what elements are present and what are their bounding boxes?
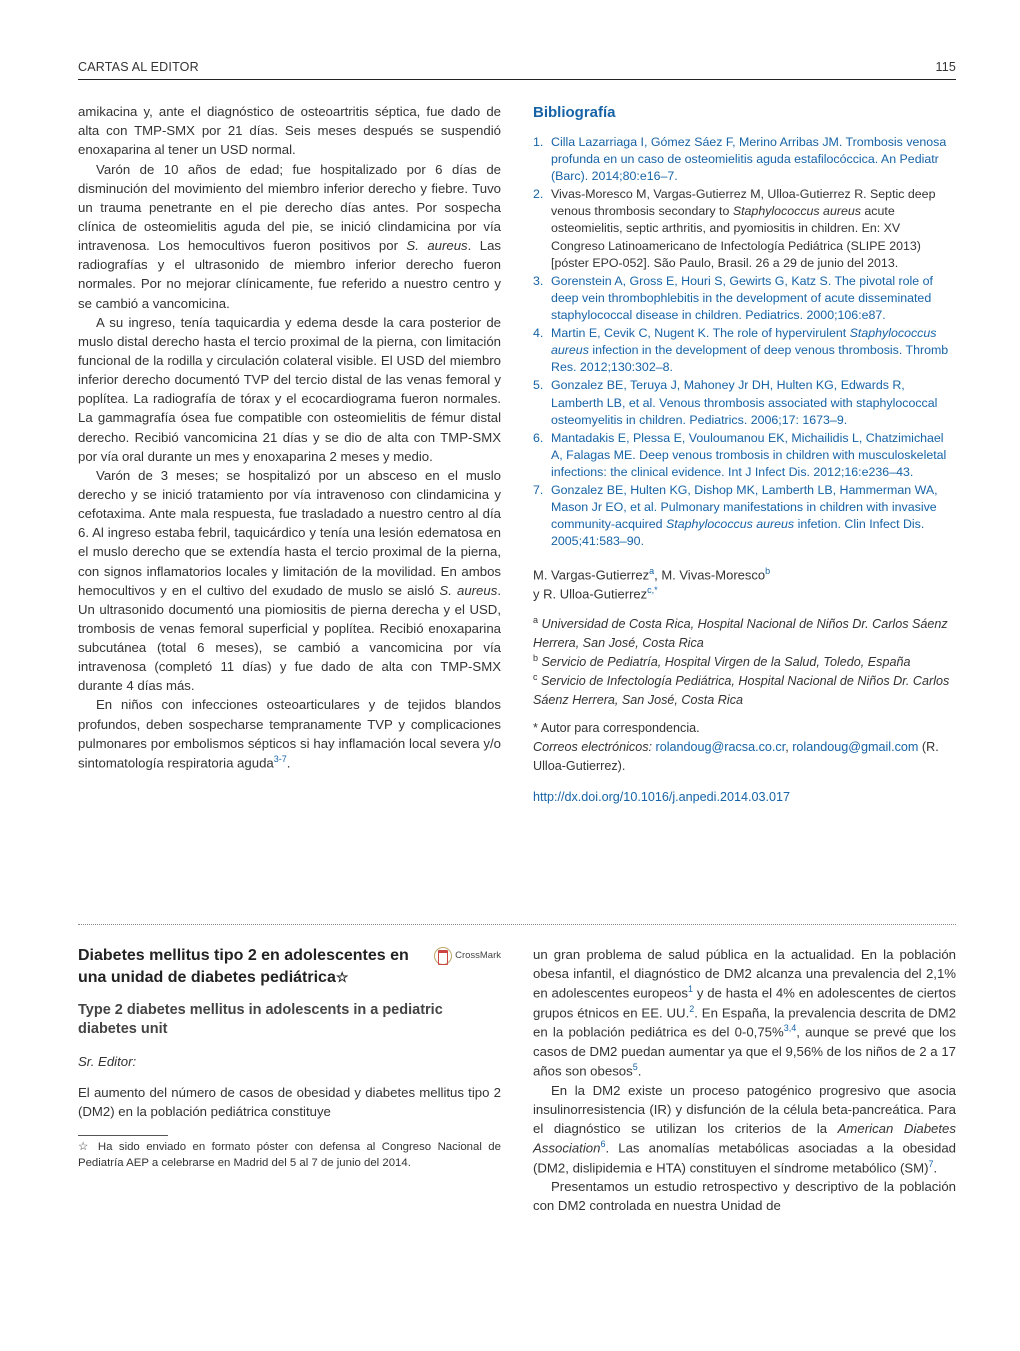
reference-item: Gorenstein A, Gross E, Houri S, Gewirts … — [547, 273, 956, 324]
reference-item: Gonzalez BE, Hulten KG, Dishop MK, Lambe… — [547, 482, 956, 550]
body-paragraph: un gran problema de salud pública en la … — [533, 945, 956, 1081]
editor-salutation: Sr. Editor: — [78, 1052, 501, 1071]
article-2-lead-para: El aumento del número de casos de obesid… — [78, 1083, 501, 1121]
article-2-title: Diabetes mellitus tipo 2 en adolescentes… — [78, 947, 409, 986]
body-paragraph: Presentamos un estudio retrospectivo y d… — [533, 1177, 956, 1215]
footnote-text: ☆ Ha sido enviado en formato póster con … — [78, 1140, 501, 1171]
article-2-left: Diabetes mellitus tipo 2 en adolescentes… — [78, 945, 501, 1171]
affiliation-item: c Servicio de Infectología Pediátrica, H… — [533, 671, 956, 709]
footnote-star-icon: ☆ — [78, 1141, 98, 1153]
body-paragraph: A su ingreso, tenía taquicardia y edema … — [78, 313, 501, 466]
body-paragraph: amikacina y, ante el diagnóstico de oste… — [78, 102, 501, 159]
footnote-rule — [78, 1135, 168, 1136]
author-block: M. Vargas-Gutierreza, M. Vivas-Morescoby… — [533, 565, 956, 605]
reference-item: Martin E, Cevik C, Nugent K. The role of… — [547, 325, 956, 376]
correspondence: * Autor para correspondencia. Correos el… — [533, 719, 956, 776]
article-2-columns: Diabetes mellitus tipo 2 en adolescentes… — [78, 945, 956, 1299]
reference-item: Vivas-Moresco M, Vargas-Gutierrez M, Ull… — [547, 186, 956, 272]
bibliography-heading: Bibliografía — [533, 102, 956, 124]
crossmark-badge[interactable]: CrossMark — [434, 947, 501, 965]
running-header: CARTAS AL EDITOR 115 — [78, 58, 956, 80]
page-number: 115 — [935, 58, 956, 76]
bibliography-block: Bibliografía Cilla Lazarriaga I, Gómez S… — [533, 102, 956, 806]
reference-item: Cilla Lazarriaga I, Gómez Sáez F, Merino… — [547, 134, 956, 185]
reference-item: Gonzalez BE, Teruya J, Mahoney Jr DH, Hu… — [547, 377, 956, 428]
body-paragraph: Varón de 10 años de edad; fue hospitaliz… — [78, 160, 501, 313]
header-section: CARTAS AL EDITOR — [78, 58, 199, 76]
article-2-right: un gran problema de salud pública en la … — [533, 945, 956, 1215]
body-paragraph: En niños con infecciones osteoarticulare… — [78, 695, 501, 772]
affiliation-item: a Universidad de Costa Rica, Hospital Na… — [533, 614, 956, 652]
corr-author-note: * Autor para correspondencia. — [533, 719, 956, 738]
reference-list: Cilla Lazarriaga I, Gómez Sáez F, Merino… — [533, 134, 956, 551]
affiliations: a Universidad de Costa Rica, Hospital Na… — [533, 614, 956, 709]
affiliation-item: b Servicio de Pediatría, Hospital Virgen… — [533, 652, 956, 671]
corr-emails: Correos electrónicos: rolandoug@racsa.co… — [533, 738, 956, 776]
doi-link[interactable]: http://dx.doi.org/10.1016/j.anpedi.2014.… — [533, 788, 956, 806]
article-1-columns: amikacina y, ante el diagnóstico de oste… — [78, 102, 956, 894]
body-paragraph: Varón de 3 meses; se hospitalizó por un … — [78, 466, 501, 696]
corr-label: Correos electrónicos: — [533, 740, 656, 754]
article-2-subtitle: Type 2 diabetes mellitus in adolescents … — [78, 1001, 501, 1040]
article-separator — [78, 924, 956, 925]
article-1-body: amikacina y, ante el diagnóstico de oste… — [78, 102, 501, 772]
crossmark-label: CrossMark — [455, 949, 501, 963]
body-paragraph: En la DM2 existe un proceso patogénico p… — [533, 1081, 956, 1177]
title-star-icon: ☆ — [336, 971, 349, 986]
crossmark-icon — [434, 947, 452, 965]
email-link-1[interactable]: rolandoug@racsa.co.cr — [656, 740, 786, 754]
reference-item: Mantadakis E, Plessa E, Vouloumanou EK, … — [547, 430, 956, 481]
email-link-2[interactable]: rolandoug@gmail.com — [792, 740, 918, 754]
